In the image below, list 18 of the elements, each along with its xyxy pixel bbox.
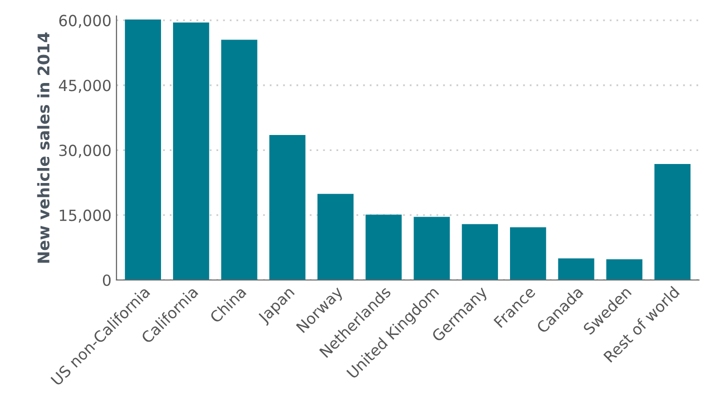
y-tick-label: 15,000 [60, 210, 111, 223]
y-tick-label: 45,000 [58, 80, 111, 93]
y-tick-label: 30,000 [59, 144, 111, 158]
bar [221, 40, 258, 280]
bar [510, 227, 546, 280]
bar [558, 258, 594, 280]
bar [173, 22, 210, 280]
bar [269, 135, 306, 280]
bar [414, 216, 450, 280]
bar [317, 194, 354, 280]
bar [606, 259, 642, 280]
bar [462, 224, 498, 280]
bar [124, 19, 162, 280]
bar [654, 164, 691, 280]
y-tick-label: 60,000 [59, 14, 111, 28]
y-tick-label: 0 [102, 274, 111, 286]
y-axis-title: New vehicle sales in 2014 [37, 32, 50, 263]
bar [366, 214, 402, 280]
